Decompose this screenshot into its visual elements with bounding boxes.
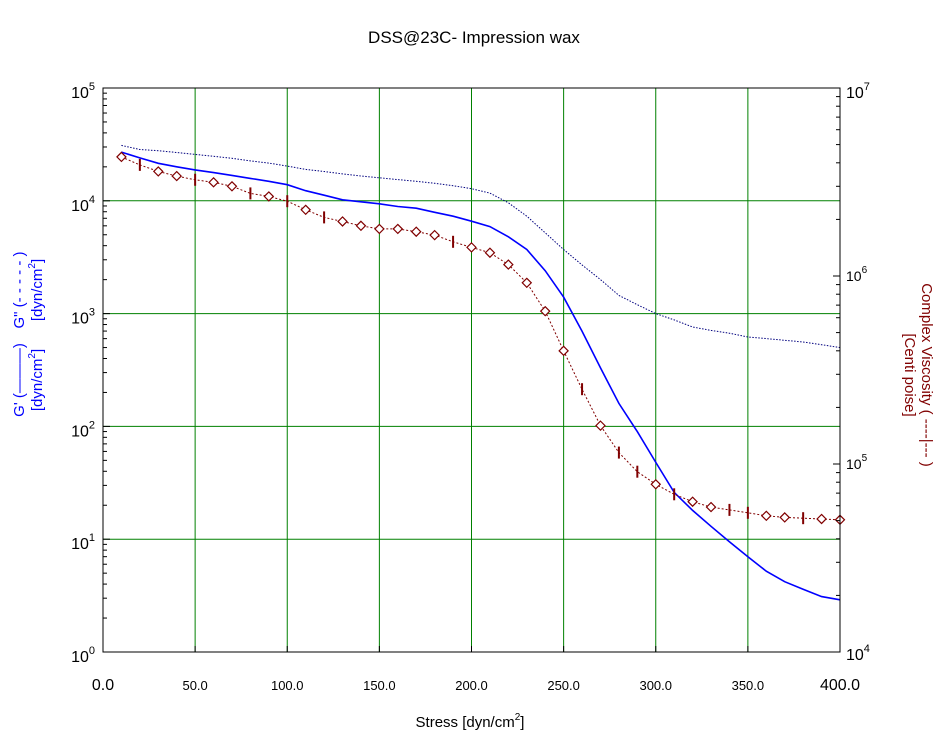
y-right-tick-label: 107 [846, 81, 870, 102]
viscosity-diamond-marker [355, 220, 367, 232]
g-prime-line [121, 151, 841, 601]
gdouble-unit-sup: 2 [27, 263, 38, 269]
x-tick-label: 100.0 [271, 678, 304, 693]
left-axis-label-gprime: G' (———) [dyn/cm2] [11, 343, 46, 417]
viscosity-diamond-marker [208, 176, 219, 188]
x-axis-ticks: 0.0 50.0 100.0 150.0 200.0 250.0 300.0 350.0 400… [92, 646, 860, 694]
y-left-tick-label: 102 [71, 419, 95, 440]
gdouble-unit-pre: [dyn/cm [29, 269, 46, 322]
y-left-tick-label: 105 [71, 81, 95, 102]
right-axis-label: Complex Viscosity ( ----|--- ) [Centi po… [901, 283, 935, 467]
viscosity-line [121, 156, 841, 521]
viscosity-diamond-marker [650, 478, 662, 490]
viscosity-label-line1: Complex Viscosity ( ----|--- ) [918, 283, 935, 467]
viscosity-diamond-marker [116, 151, 127, 163]
viscosity-diamond-marker [263, 191, 275, 202]
x-tick-label: 400.0 [820, 677, 860, 694]
x-tick-label: 200.0 [455, 678, 488, 693]
y-left-tick-label: 100 [71, 645, 95, 666]
viscosity-diamond-marker [392, 223, 404, 235]
viscosity-diamond-marker [816, 513, 827, 525]
gdouble-unit-post: ] [29, 259, 46, 263]
x-tick-label: 350.0 [732, 678, 765, 693]
viscosity-diamond-marker [466, 242, 477, 253]
y-left-tick-label: 103 [71, 307, 95, 328]
chart-title: DSS@23C- Impression wax [368, 28, 580, 47]
viscosity-diamond-marker [300, 204, 312, 216]
viscosity-diamond-marker [337, 216, 348, 227]
series-group [116, 144, 846, 601]
y-right-axis-ticks: 104 105 106 107 [833, 81, 870, 664]
y-right-tick-label: 104 [846, 643, 870, 664]
x-tick-label: 0.0 [92, 677, 114, 694]
gprime-label-line2: [dyn/cm2] [27, 349, 46, 411]
gprime-unit-post: ] [29, 349, 46, 353]
viscosity-diamond-marker [558, 345, 569, 357]
viscosity-diamond-marker [539, 305, 551, 317]
viscosity-diamond-marker [521, 277, 533, 289]
x-tick-label: 250.0 [547, 678, 580, 693]
viscosity-diamond-marker [503, 259, 514, 270]
viscosity-diamond-marker [760, 510, 772, 522]
viscosity-diamond-marker [687, 496, 698, 508]
y-left-axis-ticks: 100 101 102 103 104 105 [71, 81, 110, 666]
g-double-prime-line [121, 144, 841, 349]
viscosity-diamond-marker [374, 223, 385, 235]
viscosity-diamond-marker [705, 501, 717, 513]
gdouble-label-line2: [dyn/cm2] [27, 259, 46, 321]
grid [103, 88, 840, 652]
y-left-tick-label: 104 [71, 194, 95, 215]
y-right-tick-label: 105 [846, 453, 868, 472]
viscosity-diamond-marker [226, 180, 238, 192]
x-tick-label: 50.0 [182, 678, 207, 693]
x-axis-label-tail: ] [520, 714, 524, 730]
gprime-unit-sup: 2 [27, 353, 38, 359]
x-tick-label: 300.0 [639, 678, 672, 693]
y-left-tick-label: 101 [71, 532, 95, 553]
viscosity-label-line2: [Centi poise] [901, 333, 918, 416]
viscosity-diamond-marker [410, 226, 422, 238]
viscosity-diamond-marker [779, 512, 791, 523]
viscosity-diamond-marker [595, 420, 606, 431]
viscosity-diamond-marker [152, 166, 164, 177]
left-axis-label-gdouble: G" (- - - - - ) [dyn/cm2] [11, 252, 46, 329]
y-right-tick-label: 106 [846, 265, 868, 284]
viscosity-diamond-marker [171, 170, 183, 182]
gdouble-label-line1: G" (- - - - - ) [11, 252, 28, 329]
viscosity-diamond-marker [484, 247, 496, 259]
gprime-unit-pre: [dyn/cm [29, 359, 46, 412]
x-tick-label: 150.0 [363, 678, 396, 693]
gprime-label-line1: G' (———) [11, 343, 28, 417]
x-axis-label-text: Stress [dyn/cm [416, 714, 515, 730]
viscosity-diamond-marker [429, 229, 440, 241]
x-axis-label: Stress [dyn/cm2] [416, 712, 525, 730]
x-axis-label-sup: 2 [515, 712, 521, 723]
